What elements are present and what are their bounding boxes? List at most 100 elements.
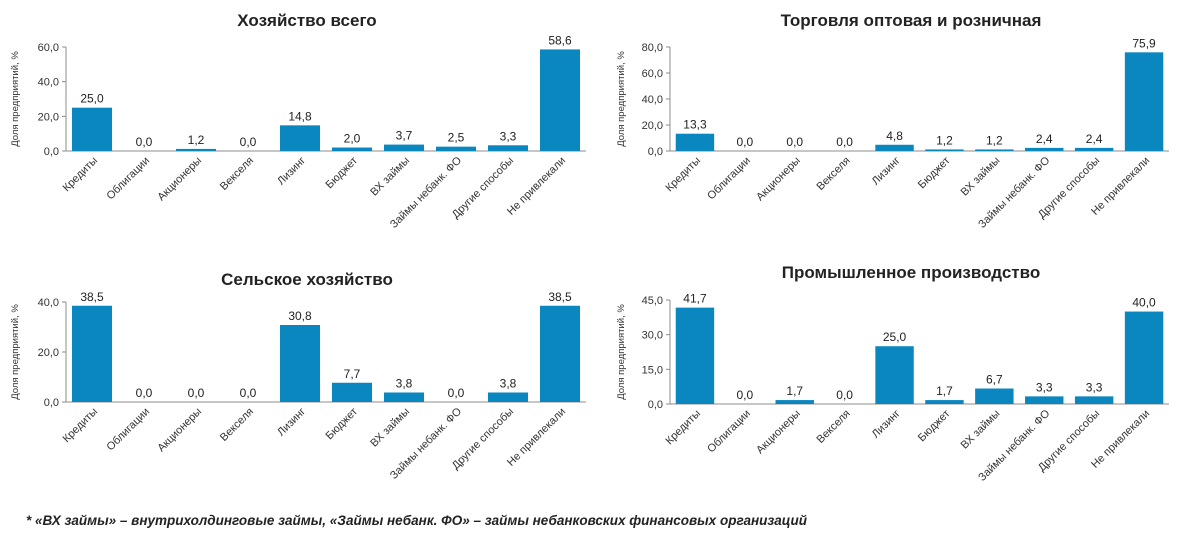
bar [331, 147, 373, 151]
y-tick-label: 20,0 [38, 111, 59, 123]
chart-svg: Сельское хозяйство Доля предприятий, % 0,0… [10, 270, 586, 482]
bar [1074, 147, 1114, 151]
data-label: 25,0 [80, 92, 104, 106]
data-label: 0,0 [737, 135, 754, 149]
chart-torgovlya: Торговля оптовая и розничная Доля предпри… [590, 0, 1179, 258]
chart-khozyaystvo-vsego: Хозяйство всего Доля предприятий, % 0,0 20,… [0, 0, 590, 258]
data-label: 58,6 [548, 33, 572, 47]
y-tick-label: 40,0 [642, 94, 663, 106]
bar [675, 133, 715, 151]
y-tick-label: 60,0 [642, 68, 663, 80]
bar [675, 307, 715, 404]
bar [71, 305, 113, 402]
data-label: 0,0 [136, 386, 153, 400]
data-label: 30,8 [288, 309, 312, 323]
x-tick-label: Бюджет [916, 408, 953, 445]
data-label: 0,0 [836, 135, 853, 149]
bar [775, 400, 814, 404]
footnote: * «ВХ займы» – внутрихолдинговые займы, … [26, 513, 807, 528]
x-tick-label: ВХ займы [959, 155, 1003, 199]
bar [539, 49, 581, 151]
bar [925, 149, 964, 151]
bar [1074, 396, 1114, 404]
x-tick-label: Векселя [218, 155, 256, 193]
x-tick-label: Векселя [815, 155, 853, 193]
data-label: 6,7 [986, 373, 1003, 387]
data-label: 41,7 [683, 292, 707, 306]
bar [1124, 311, 1164, 404]
y-axis-label: Доля предприятий, % [10, 51, 21, 147]
chart-selskoe-khozyaystvo: Сельское хозяйство Доля предприятий, % 0,0… [0, 258, 590, 508]
x-tick-label: Бюджет [916, 155, 953, 192]
data-label: 13,3 [683, 118, 707, 132]
data-label: 3,3 [1086, 380, 1103, 394]
bar [435, 146, 477, 151]
chart-title: Торговля оптовая и розничная [781, 11, 1042, 30]
x-tick-label: Облигации [705, 155, 753, 203]
data-label: 1,2 [188, 133, 205, 147]
data-label: 0,0 [240, 386, 257, 400]
x-tick-label: Кредиты [664, 408, 704, 448]
x-tick-label: Кредиты [61, 406, 101, 446]
bar [71, 107, 113, 151]
y-tick-label: 15,0 [642, 364, 663, 376]
x-tick-label: Акционеры [754, 155, 803, 204]
bar [1124, 52, 1164, 151]
y-tick-label: 45,0 [642, 295, 663, 307]
y-tick-label: 60,0 [38, 42, 59, 54]
data-label: 75,9 [1132, 36, 1156, 50]
bar [875, 144, 914, 151]
data-label: 2,5 [448, 131, 465, 145]
chart-svg: Торговля оптовая и розничная Доля предпри… [616, 11, 1169, 231]
y-axis-label: Доля предприятий, % [616, 51, 627, 147]
x-tick-label: Акционеры [754, 408, 803, 457]
data-label: 0,0 [786, 135, 803, 149]
x-tick-label: Акционеры [155, 406, 204, 455]
data-label: 2,4 [1086, 132, 1103, 146]
y-tick-label: 0,0 [648, 399, 663, 411]
x-tick-label: Лизинг [870, 155, 903, 188]
chart-promyshlennoe-proizvodstvo: Промышленное производство Доля предприяти… [590, 258, 1179, 508]
data-label: 0,0 [836, 388, 853, 402]
data-label: 1,2 [986, 133, 1003, 147]
data-label: 3,7 [396, 129, 413, 143]
data-label: 1,2 [936, 133, 953, 147]
x-tick-label: Облигации [705, 408, 753, 456]
data-label: 2,4 [1036, 132, 1053, 146]
x-tick-label: Векселя [218, 406, 256, 444]
bar [925, 400, 964, 404]
bar [175, 148, 217, 151]
bar [975, 388, 1014, 404]
data-label: 3,8 [500, 377, 517, 391]
y-tick-label: 40,0 [38, 77, 59, 89]
y-tick-label: 40,0 [38, 297, 59, 309]
bar [975, 149, 1014, 151]
y-tick-label: 20,0 [38, 347, 59, 359]
y-tick-label: 0,0 [44, 146, 59, 158]
bar [331, 382, 373, 402]
bar [383, 392, 425, 402]
data-label: 0,0 [188, 386, 205, 400]
bar [875, 346, 914, 404]
bar [1025, 396, 1064, 404]
bar [487, 145, 529, 151]
data-label: 0,0 [240, 135, 257, 149]
chart-title: Хозяйство всего [237, 11, 376, 30]
data-label: 3,3 [1036, 380, 1053, 394]
y-axis-label: Доля предприятий, % [10, 304, 21, 400]
data-label: 0,0 [448, 386, 465, 400]
bar [279, 325, 321, 402]
bar [1025, 147, 1064, 151]
bar [487, 392, 529, 402]
x-tick-label: ВХ займы [368, 406, 412, 450]
data-label: 2,0 [344, 132, 361, 146]
data-label: 25,0 [883, 330, 907, 344]
x-tick-label: Лизинг [275, 155, 308, 188]
y-axis-label: Доля предприятий, % [616, 304, 627, 400]
x-tick-label: Кредиты [61, 155, 101, 195]
x-tick-label: Облигации [104, 406, 152, 454]
data-label: 0,0 [136, 135, 153, 149]
chart-svg: Промышленное производство Доля предприяти… [616, 263, 1169, 484]
data-label: 0,0 [737, 388, 754, 402]
data-label: 38,5 [548, 290, 572, 304]
